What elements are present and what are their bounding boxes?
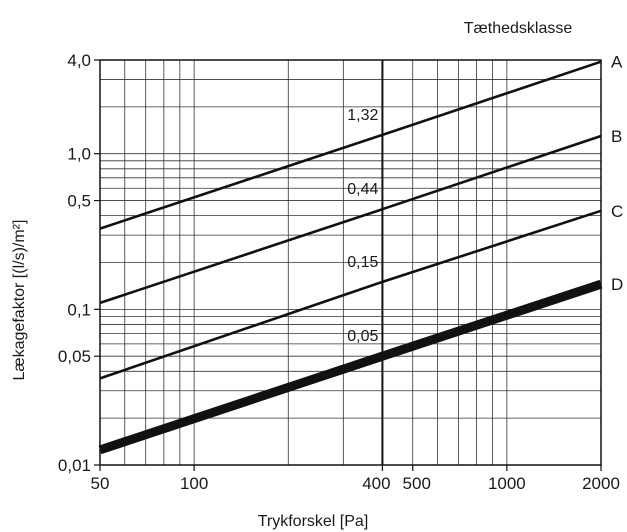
legend-title: Tæthedsklasse <box>464 20 573 37</box>
value-label-b: 0,44 <box>347 181 378 198</box>
class-label-c: C <box>611 202 623 221</box>
series-line-a <box>99 60 602 230</box>
series-line-c <box>99 209 602 380</box>
x-tick-label: 2000 <box>582 474 620 493</box>
value-label-c: 0,15 <box>347 254 378 271</box>
x-axis-label: Trykforskel [Pa] <box>258 513 369 530</box>
x-tick-label: 100 <box>180 474 208 493</box>
y-axis-label: Lækagefaktor [(l/s)/m²] <box>11 220 28 381</box>
y-tick-label: 0,01 <box>58 456 91 475</box>
x-tick-label: 500 <box>403 474 431 493</box>
plot-border <box>99 59 602 466</box>
x-tick-label: 400 <box>362 474 390 493</box>
class-label-a: A <box>611 53 623 72</box>
y-tick-label: 0,1 <box>67 300 91 319</box>
class-label-d: D <box>611 275 623 294</box>
x-tick-label: 50 <box>91 474 110 493</box>
y-tick-label: 1,0 <box>67 145 91 164</box>
y-tick-label: 4,0 <box>67 51 91 70</box>
chart-labels: Tæthedsklasse Trykforskel [Pa] Lækagefak… <box>11 20 623 530</box>
plot-frame <box>94 59 602 471</box>
value-label-a: 1,32 <box>347 107 378 124</box>
class-label-b: B <box>611 127 622 146</box>
y-tick-label: 0,5 <box>67 192 91 211</box>
y-tick-label: 0,05 <box>58 347 91 366</box>
x-tick-label: 1000 <box>488 474 526 493</box>
value-label-d: 0,05 <box>347 328 378 345</box>
